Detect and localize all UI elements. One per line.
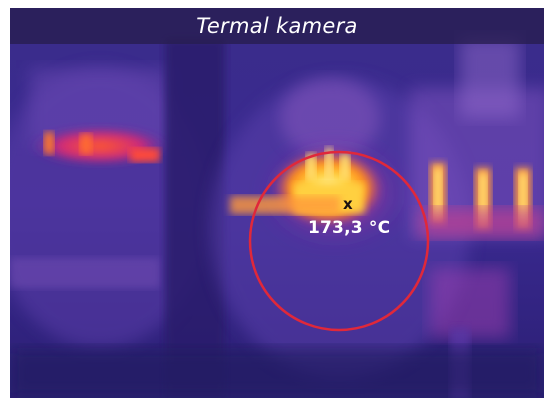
thermal-image-frame: Termal kamera x 173,3 °C	[10, 8, 544, 398]
title-bar: Termal kamera	[10, 8, 544, 44]
measurement-marker: x	[343, 195, 353, 213]
temperature-readout: 173,3 °C	[308, 218, 391, 238]
thermal-image	[10, 8, 544, 398]
page-title: Termal kamera	[196, 14, 358, 38]
measurement-circle	[248, 150, 430, 332]
